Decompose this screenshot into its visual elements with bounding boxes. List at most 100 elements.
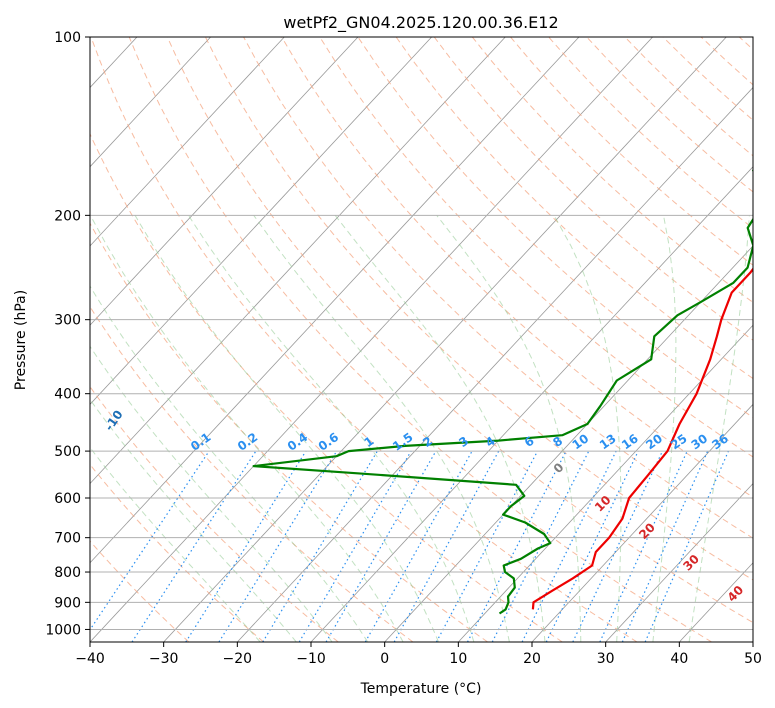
y-tick-label: 600 [54, 491, 81, 507]
moist-adiabat-line [652, 215, 677, 642]
moist-adiabat-line [553, 215, 622, 642]
moist-adiabat-label: 40 [725, 583, 747, 605]
isotherm-line [0, 37, 63, 642]
line-labels: -100-90-80-70-60-50-40-30-20-100.10.20.4… [102, 408, 747, 605]
moist-adiabat-label: 10 [592, 493, 614, 515]
isotherm-line [90, 37, 359, 326]
y-tick-label: 900 [54, 595, 81, 611]
dry-adiabat-line [662, 37, 753, 121]
moist-adiabat-line [90, 446, 261, 642]
y-tick-label: 800 [54, 565, 81, 581]
mixing-ratio-line [545, 450, 639, 642]
isotherm-line [458, 324, 753, 642]
moist-adiabat-line [90, 285, 369, 642]
series-line-1 [531, 267, 753, 610]
y-axis: 100 200 300 400 500 600 700 800 900 1000 [45, 30, 90, 638]
dry-adiabat-line [433, 37, 753, 341]
mixing-ratio-label: 8 [550, 434, 565, 450]
x-tick-label: −10 [296, 651, 326, 667]
isotherm-line [90, 37, 506, 485]
x-tick-label: −40 [75, 651, 105, 667]
mixing-ratio-line [325, 450, 437, 642]
mixing-ratio-label: 1 [362, 434, 377, 450]
mixing-ratio-line [364, 450, 473, 642]
x-axis: −40 −30 −20 −10 0 10 20 30 40 50 [75, 642, 762, 667]
y-tick-label: 200 [54, 208, 81, 224]
isotherm-line [237, 86, 753, 642]
mixing-ratio-label: 36 [709, 431, 731, 452]
x-tick-label: 30 [597, 651, 615, 667]
mixing-ratio-line [298, 450, 412, 642]
mixing-ratio-line [621, 450, 709, 642]
series-layer [252, 168, 753, 615]
y-tick-label: 700 [54, 531, 81, 547]
moist-adiabat-line [253, 215, 510, 642]
x-tick-label: −20 [223, 651, 253, 667]
y-tick-label: 400 [54, 387, 81, 403]
plot-frame [89, 36, 754, 643]
background-lines [0, 37, 753, 642]
dry-adiabat-line [243, 37, 753, 539]
isotherm-line [752, 641, 753, 642]
isotherm-line [90, 37, 653, 642]
moist-adiabat-line [90, 345, 333, 642]
mixing-ratio-line [599, 450, 688, 642]
pressure-gridlines [90, 37, 753, 630]
isotherm-line [90, 37, 211, 168]
y-tick-label: 100 [54, 30, 81, 46]
dry-adiabat-line [510, 37, 753, 266]
dry-adiabat-line [471, 37, 753, 304]
moist-adiabat-line [688, 215, 750, 642]
isotherm-line [163, 37, 727, 642]
dry-adiabat-line [90, 540, 190, 642]
dry-adiabat-line [319, 37, 753, 458]
mixing-ratio-label: 10 [570, 431, 592, 452]
dry-adiabat-line [738, 37, 753, 51]
x-tick-label: 50 [744, 651, 762, 667]
dry-adiabat-line [281, 37, 753, 498]
dry-adiabat-line [90, 37, 638, 642]
y-tick-label: 1000 [45, 622, 81, 638]
mixing-ratio-label: 0.4 [285, 430, 310, 454]
mixing-ratio-line [466, 450, 567, 642]
isotherm-line [531, 403, 753, 642]
isotherm-line [90, 37, 285, 247]
moist-adiabat-label: 0 [551, 460, 567, 476]
moist-adiabat-line [90, 215, 404, 642]
x-tick-label: −30 [149, 651, 179, 667]
y-tick-label: 500 [54, 444, 81, 460]
x-tick-label: 40 [670, 651, 688, 667]
x-axis-title: Temperature (°C) [360, 681, 482, 697]
isotherm-line [384, 245, 753, 642]
moist-adiabat-line [187, 215, 475, 642]
dry-adiabat-line [90, 385, 339, 642]
mixing-ratio-label: 30 [689, 431, 711, 452]
dry-adiabat-line [166, 37, 753, 624]
moist-adiabat-line [436, 214, 582, 642]
mixing-ratio-label: 20 [643, 431, 665, 452]
moist-adiabat-line [134, 215, 439, 642]
dry-adiabat-line [357, 37, 753, 418]
mixing-ratio-line [572, 450, 664, 642]
moist-adiabat-line [334, 214, 546, 642]
dry-adiabat-line [90, 222, 488, 642]
dry-adiabat-line [548, 37, 753, 229]
series-line-2 [252, 168, 753, 615]
x-tick-label: 20 [523, 651, 541, 667]
mixing-ratio-label: 1.5 [390, 430, 415, 454]
isotherm-line [310, 166, 753, 642]
isotherm-line [679, 562, 753, 642]
dry-adiabat-line [90, 463, 264, 642]
dry-adiabat-line [128, 37, 712, 642]
mixing-ratio-line [435, 450, 539, 642]
y-axis-title: Pressure (hPa) [13, 290, 29, 390]
moist-adiabat-line [90, 398, 297, 642]
isotherm-line [90, 37, 580, 564]
x-tick-label: 10 [449, 651, 467, 667]
chart-title: wetPf2_GN04.2025.120.00.36.E12 [283, 13, 558, 33]
mixing-ratio-label: 0.6 [316, 430, 341, 454]
mixing-ratio-line [185, 450, 307, 642]
mixing-ratio-line [262, 450, 378, 642]
dry-adiabat-line [395, 37, 753, 380]
